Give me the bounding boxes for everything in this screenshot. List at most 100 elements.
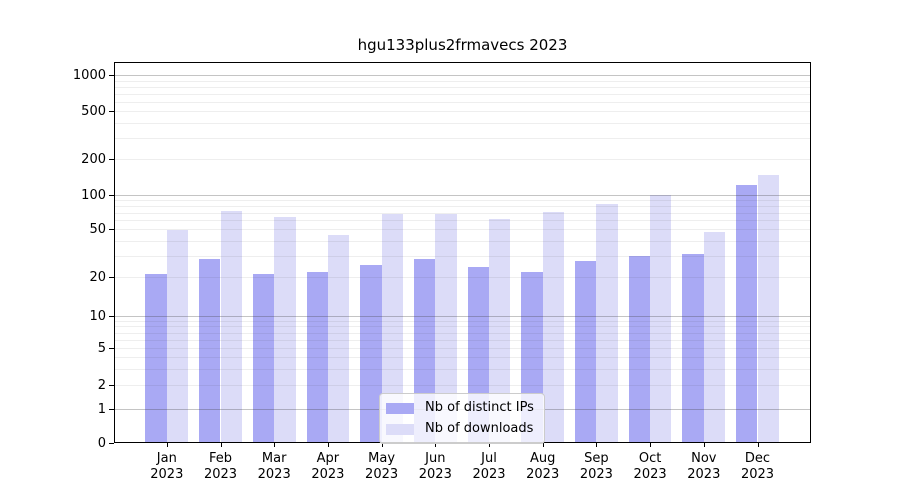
year-label: 2023 xyxy=(150,467,184,482)
bar-downloads-dec xyxy=(757,175,779,443)
x-tick-label-aug: Aug 2023 xyxy=(511,451,575,483)
y-tick-mark-500 xyxy=(109,111,114,112)
y-tick-mark-0 xyxy=(109,443,114,444)
x-tick-label-dec: Dec 2023 xyxy=(726,451,790,483)
x-tick-mark-may xyxy=(381,443,383,447)
bar-downloads-feb xyxy=(220,211,242,443)
legend-label: Nb of distinct IPs xyxy=(425,400,534,415)
bar-distinct-ips-sep xyxy=(575,261,597,443)
x-tick-label-jan: Jan 2023 xyxy=(135,451,199,483)
year-label: 2023 xyxy=(472,467,506,482)
y-tick-label-10: 10 xyxy=(89,308,106,324)
year-label: 2023 xyxy=(257,467,291,482)
x-tick-mark-apr xyxy=(327,443,329,447)
year-label: 2023 xyxy=(687,467,721,482)
bar-distinct-ips-apr xyxy=(306,272,328,443)
y-tick-label-500: 500 xyxy=(81,103,106,119)
year-label: 2023 xyxy=(311,467,345,482)
y-tick-label-0: 0 xyxy=(97,435,106,451)
year-label: 2023 xyxy=(203,467,238,482)
legend-item: Nb of distinct IPs xyxy=(386,399,534,417)
y-tick-mark-2 xyxy=(109,385,114,386)
x-tick-mark-dec xyxy=(757,443,759,447)
bar-downloads-jul xyxy=(489,219,511,443)
y-tick-mark-5 xyxy=(109,348,114,349)
bar-downloads-apr xyxy=(327,234,350,443)
month-label: Jan xyxy=(156,451,177,466)
x-tick-label-mar: Mar 2023 xyxy=(242,451,306,483)
bar-downloads-may xyxy=(381,213,403,443)
legend: Nb of distinct IPs Nb of downloads xyxy=(379,393,545,444)
month-label: Nov xyxy=(691,451,717,466)
y-tick-label-5: 5 xyxy=(97,340,106,356)
y-tick-label-100: 100 xyxy=(81,187,106,203)
month-label: Sep xyxy=(584,451,609,466)
legend-item: Nb of downloads xyxy=(386,420,534,438)
bar-distinct-ips-nov xyxy=(682,254,704,443)
x-tick-mark-oct xyxy=(650,443,652,447)
month-label: Jul xyxy=(481,451,497,466)
bar-distinct-ips-jan xyxy=(145,274,167,443)
bar-downloads-aug xyxy=(542,211,565,443)
y-tick-mark-10 xyxy=(109,316,114,317)
month-label: May xyxy=(368,451,396,466)
x-tick-label-apr: Apr 2023 xyxy=(296,451,360,483)
bars-layer xyxy=(114,62,811,443)
x-tick-mark-mar xyxy=(274,443,276,447)
y-tick-label-1: 1 xyxy=(97,401,106,417)
x-tick-label-may: May 2023 xyxy=(350,451,414,483)
x-tick-mark-jul xyxy=(489,443,490,447)
month-label: Feb xyxy=(208,451,233,466)
y-tick-label-20: 20 xyxy=(89,269,106,285)
month-label: Oct xyxy=(638,451,662,466)
y-tick-mark-50 xyxy=(109,229,114,230)
bar-distinct-ips-mar xyxy=(252,274,275,443)
x-tick-label-nov: Nov 2023 xyxy=(672,451,736,483)
month-label: Apr xyxy=(316,451,340,466)
x-tick-mark-jan xyxy=(166,443,168,447)
y-tick-mark-1000 xyxy=(109,75,114,76)
bar-downloads-jan xyxy=(166,230,189,443)
bar-downloads-sep xyxy=(596,203,618,443)
y-tick-label-200: 200 xyxy=(81,151,106,167)
month-label: Aug xyxy=(529,451,556,466)
bar-distinct-ips-dec xyxy=(736,185,758,443)
y-tick-label-50: 50 xyxy=(89,221,106,237)
bar-distinct-ips-may xyxy=(360,265,382,443)
x-tick-label-feb: Feb 2023 xyxy=(189,451,253,483)
y-tick-mark-200 xyxy=(109,159,114,160)
year-label: 2023 xyxy=(579,467,613,482)
year-label: 2023 xyxy=(418,467,452,482)
month-label: Dec xyxy=(744,451,771,466)
bar-downloads-oct xyxy=(650,194,672,443)
legend-swatch-icon xyxy=(386,402,414,414)
y-tick-mark-100 xyxy=(109,195,114,196)
x-tick-mark-nov xyxy=(703,443,705,447)
x-tick-mark-feb xyxy=(220,443,222,447)
legend-swatch-icon xyxy=(386,423,414,435)
chart-title: hgu133plus2frmavecs 2023 xyxy=(357,36,568,54)
x-tick-mark-sep xyxy=(596,443,598,447)
bar-downloads-nov xyxy=(703,232,726,443)
bar-distinct-ips-feb xyxy=(199,259,221,443)
y-tick-label-2: 2 xyxy=(97,377,106,393)
bar-downloads-mar xyxy=(274,216,296,443)
bar-downloads-jun xyxy=(435,213,457,443)
x-tick-label-jul: Jul 2023 xyxy=(457,451,521,483)
year-label: 2023 xyxy=(365,467,399,482)
year-label: 2023 xyxy=(740,467,775,482)
x-tick-label-oct: Oct 2023 xyxy=(618,451,682,483)
x-tick-label-jun: Jun 2023 xyxy=(403,451,467,483)
year-label: 2023 xyxy=(633,467,667,482)
y-tick-mark-20 xyxy=(109,277,114,278)
x-tick-label-sep: Sep 2023 xyxy=(564,451,628,483)
year-label: 2023 xyxy=(526,467,560,482)
month-label: Mar xyxy=(261,451,287,466)
y-tick-mark-1 xyxy=(109,409,114,410)
month-label: Jun xyxy=(425,451,446,466)
plot-area xyxy=(114,62,811,443)
y-tick-label-1000: 1000 xyxy=(72,67,106,83)
legend-label: Nb of downloads xyxy=(425,421,534,436)
x-tick-mark-jun xyxy=(435,443,437,447)
